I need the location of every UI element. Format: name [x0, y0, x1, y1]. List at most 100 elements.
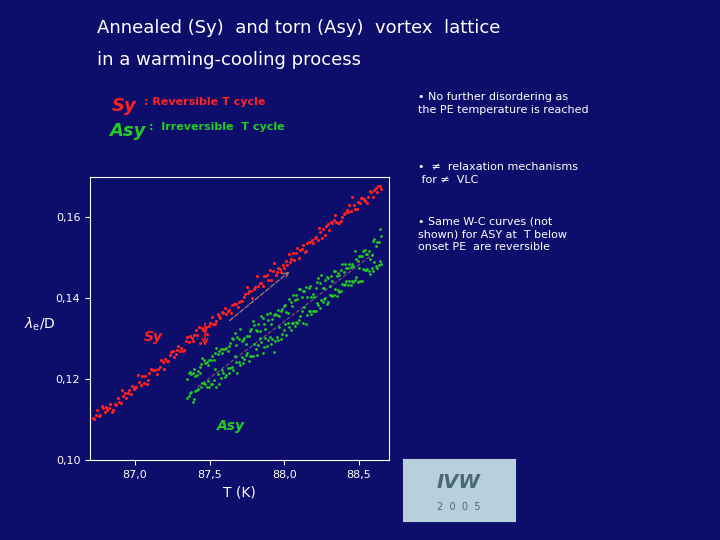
Point: [251, 327, 263, 335]
Point: [199, 326, 210, 334]
Point: [230, 357, 242, 366]
Point: [219, 373, 230, 382]
Point: [271, 311, 282, 320]
Point: [275, 307, 287, 315]
Point: [265, 320, 276, 329]
Point: [332, 269, 343, 278]
Point: [374, 181, 386, 190]
Point: [204, 383, 215, 391]
Point: [277, 260, 289, 269]
Point: [97, 404, 109, 413]
Point: [300, 320, 312, 328]
Point: [202, 330, 213, 339]
Point: [239, 289, 251, 298]
Point: [265, 340, 276, 348]
Text: • No further disordering as
the PE temperature is reached: • No further disordering as the PE tempe…: [418, 92, 588, 115]
Point: [352, 197, 364, 206]
Point: [117, 392, 129, 400]
Point: [256, 312, 267, 320]
Point: [195, 382, 207, 391]
Point: [305, 307, 316, 315]
Point: [342, 281, 354, 289]
Point: [346, 276, 358, 285]
Point: [323, 298, 334, 306]
Point: [199, 379, 211, 388]
Point: [184, 332, 196, 341]
Point: [96, 402, 107, 410]
Point: [279, 319, 291, 328]
Point: [215, 314, 226, 322]
Point: [314, 279, 325, 288]
Point: [264, 308, 275, 317]
Point: [352, 278, 364, 286]
Point: [141, 380, 153, 388]
Point: [320, 276, 331, 285]
Point: [266, 335, 278, 343]
Point: [327, 276, 338, 285]
Point: [296, 293, 307, 302]
Point: [217, 309, 229, 318]
Point: [332, 219, 343, 227]
Point: [87, 413, 99, 422]
Point: [160, 355, 171, 363]
Point: [238, 334, 250, 342]
Point: [125, 389, 136, 398]
Point: [322, 219, 333, 228]
Point: [187, 369, 199, 377]
Point: [213, 311, 225, 320]
Point: [363, 266, 374, 275]
Point: [293, 315, 305, 324]
Point: [319, 231, 330, 239]
Point: [361, 249, 373, 258]
Point: [367, 237, 379, 245]
Point: [360, 266, 372, 274]
Point: [228, 365, 239, 374]
Point: [189, 331, 200, 340]
Point: [228, 335, 239, 343]
Point: [364, 269, 376, 278]
Point: [212, 370, 224, 379]
Point: [279, 300, 291, 309]
Point: [216, 308, 228, 317]
Point: [258, 320, 270, 328]
Text: :  Irreversible  T cycle: : Irreversible T cycle: [149, 122, 284, 132]
Point: [289, 321, 300, 330]
Point: [246, 325, 257, 334]
Point: [122, 389, 133, 398]
Point: [345, 280, 356, 289]
Point: [138, 379, 150, 388]
Point: [324, 291, 336, 299]
Point: [208, 376, 220, 384]
Point: [336, 213, 348, 221]
Point: [367, 192, 379, 201]
Point: [112, 394, 123, 402]
Point: [153, 365, 164, 374]
Point: [349, 276, 361, 285]
Point: [359, 245, 370, 254]
Text: in a warming-cooling process: in a warming-cooling process: [97, 51, 361, 69]
Point: [220, 370, 232, 379]
Point: [307, 239, 319, 247]
Point: [318, 294, 330, 303]
Point: [266, 276, 277, 285]
Point: [247, 317, 258, 326]
Point: [236, 297, 248, 306]
Point: [192, 366, 204, 375]
Point: [303, 306, 315, 315]
Point: [207, 379, 218, 388]
Point: [219, 304, 230, 313]
Point: [154, 363, 166, 372]
Point: [235, 296, 246, 305]
Point: [238, 336, 249, 345]
Point: [320, 294, 331, 303]
Point: [226, 301, 238, 309]
Point: [320, 222, 332, 231]
Point: [181, 333, 193, 342]
Point: [281, 331, 292, 340]
Point: [364, 255, 376, 264]
Point: [327, 292, 338, 301]
Point: [243, 357, 254, 366]
Point: [148, 366, 160, 375]
Point: [325, 291, 337, 299]
Point: [233, 334, 245, 343]
